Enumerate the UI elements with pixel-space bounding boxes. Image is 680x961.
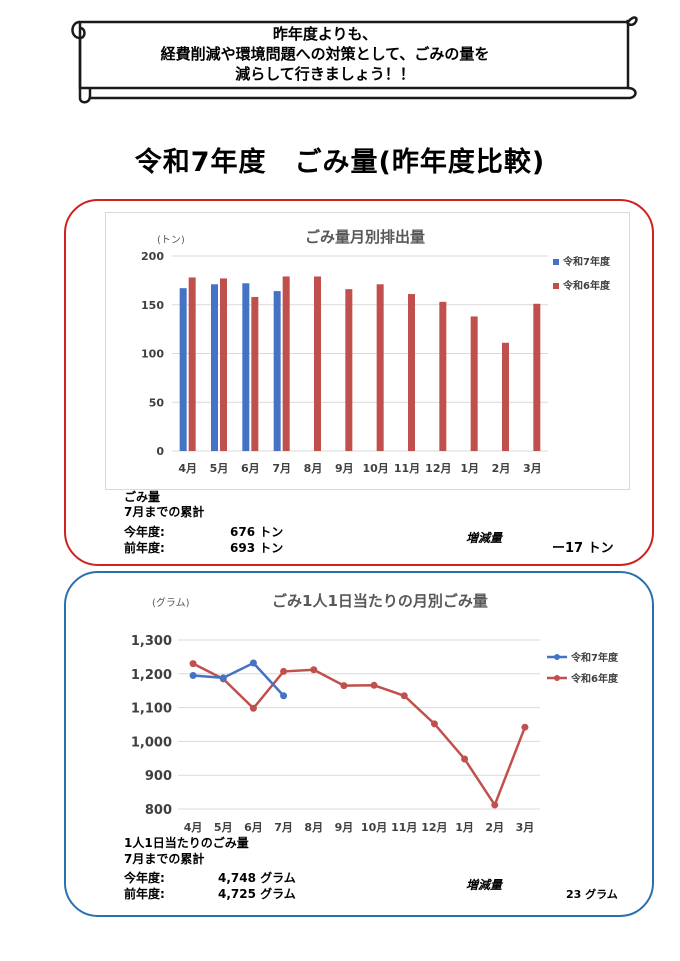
scroll-banner [68,12,640,104]
summary1-heading: ごみ量 [124,490,161,504]
banner-message: 昨年度よりも、 経費削減や環境問題への対策として、ごみの量を 減らして行きましょ… [100,24,550,84]
summary2-prev-label: 前年度: [124,887,165,901]
summary1-diff-label: 増減量 [466,531,503,545]
per-capita-panel [64,571,654,917]
waste-amount-panel [64,199,654,566]
summary2-diff-label: 増減量 [466,878,503,892]
summary1-prev-label: 前年度: [124,541,165,555]
summary2-prev-value: 4,725 グラム [218,887,296,901]
banner-line-3: 減らして行きましょう！！ [235,65,415,83]
summary1-this-label: 今年度: [124,525,165,539]
summary1-prev-value: 693 トン [230,541,284,555]
summary1-diff-value: ー17 トン [552,541,614,556]
summary1-sub: 7月までの累計 [124,505,205,519]
summary2-heading: 1人1日当たりのごみ量 [124,836,249,850]
summary2-sub: 7月までの累計 [124,852,205,866]
summary2-diff-value: 23 グラム [566,888,618,901]
banner-line-2: 経費削減や環境問題への対策として、ごみの量を [160,45,490,63]
summary1-this-value: 676 トン [230,525,284,539]
summary2-this-value: 4,748 グラム [218,871,296,885]
page-title: 令和7年度 ごみ量(昨年度比較) [134,147,546,178]
bar-chart-frame [105,212,630,490]
summary2-this-label: 今年度: [124,871,165,885]
scroll-banner-shape [71,16,638,104]
banner-line-1: 昨年度よりも、 [272,25,378,43]
